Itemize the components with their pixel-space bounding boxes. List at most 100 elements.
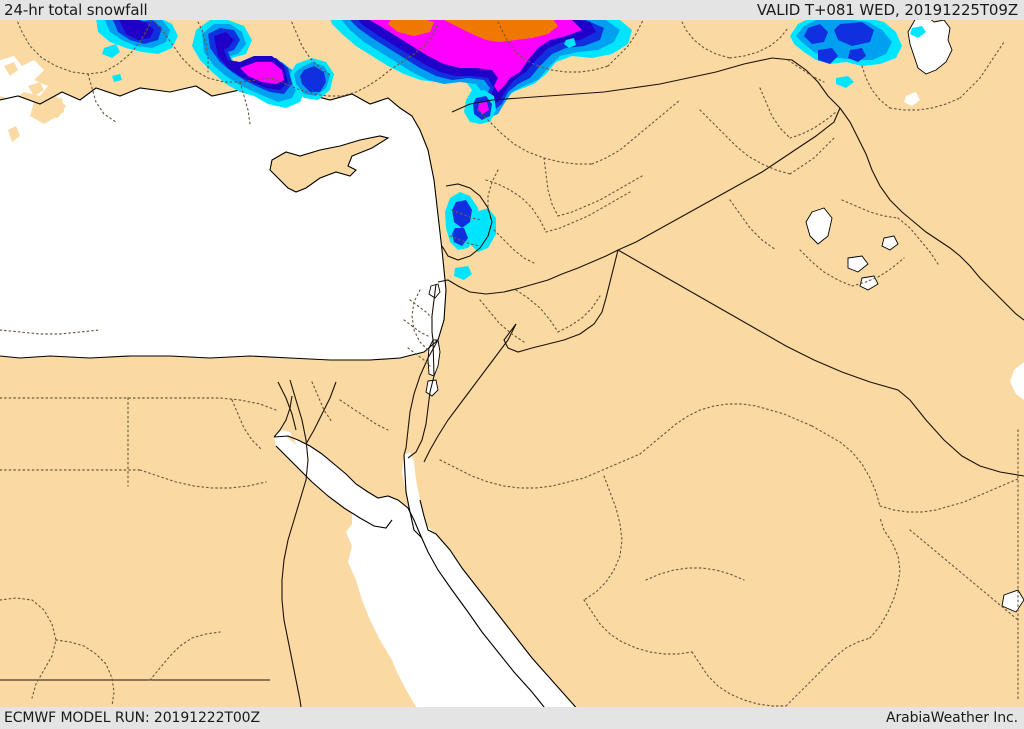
lake-tharthar	[805, 207, 833, 245]
admin-egypt-8	[0, 329, 101, 335]
cyprus-coast	[269, 135, 390, 193]
admin-jordan-3	[479, 299, 525, 343]
admin-syria-6	[545, 191, 631, 233]
snow-band-tiny-dot-1	[564, 38, 576, 48]
admin-iraq-5	[841, 199, 899, 219]
admin-turkey-3	[151, 17, 273, 83]
egypt-north-coast	[0, 339, 439, 361]
admin-sinai-1	[339, 399, 389, 431]
admin-turkey-2	[87, 73, 117, 123]
snow-band-taurus-blob-level3	[300, 66, 326, 92]
admin-turkey-12	[607, 17, 647, 67]
valid-time-label: VALID T+081 WED, 20191225T09Z	[756, 1, 1018, 19]
aegean-island-2	[28, 82, 44, 96]
model-run-label: ECMWF MODEL RUN: 20191222T00Z	[4, 710, 260, 726]
admin-saudi-6	[583, 599, 693, 655]
snow-band-isolated-magenta-1	[478, 102, 489, 114]
gulf-of-suez	[274, 434, 392, 528]
admin-egypt-4	[139, 469, 267, 489]
aegean-island-rhodes	[30, 98, 64, 124]
border-iraq-iran	[839, 107, 1024, 321]
admin-lebanon-2	[449, 235, 481, 247]
admin-egypt-6	[55, 639, 115, 707]
admin-syria-7	[493, 229, 537, 265]
admin-turkey-10	[495, 17, 539, 67]
admin-turkey-11	[537, 65, 609, 73]
lake-iraq-small-3	[881, 235, 899, 251]
snow-band-ne-blue-core-1	[804, 24, 828, 44]
admin-iraq-9	[729, 199, 777, 251]
admin-iraq-8	[851, 257, 905, 287]
admin-jordan-1	[515, 289, 559, 333]
admin-israel-3	[407, 347, 431, 367]
admin-iraq-7	[799, 249, 853, 287]
admin-saudi-7	[691, 651, 787, 707]
snow-band-anatolia-patch-2	[112, 74, 122, 82]
admin-syria-3	[543, 157, 559, 217]
admin-iraq-6	[897, 217, 939, 265]
footer-bar: ECMWF MODEL RUN: 20191222T00Z ArabiaWeat…	[0, 707, 1024, 729]
admin-turkey-18	[959, 41, 1005, 99]
admin-saudi-10	[909, 529, 1019, 621]
admin-iraq-1	[699, 109, 791, 175]
admin-turkey-14	[729, 27, 789, 59]
admin-egypt-5	[0, 597, 57, 699]
snow-band-east-taurus-level6	[440, 18, 558, 42]
admin-turkey-8	[289, 17, 333, 77]
map-title: 24-hr total snowfall	[4, 1, 148, 19]
border-syria-iraq	[617, 107, 841, 251]
nile-tributary	[305, 381, 337, 445]
admin-saudi-2	[639, 403, 813, 455]
snow-band-ne-tail-2	[910, 26, 926, 38]
admin-palestine-wb	[411, 289, 429, 351]
admin-sinai-2	[311, 381, 333, 423]
sea-of-galilee	[428, 283, 441, 299]
admin-syria-1	[477, 109, 593, 165]
sinai-west-coast	[275, 445, 393, 529]
admin-borders	[0, 17, 1021, 707]
snow-band-anatolia-patch-1	[102, 44, 120, 58]
admin-turkey-4	[271, 77, 343, 97]
admin-egypt-9	[231, 399, 263, 451]
nile-river	[281, 379, 309, 729]
admin-turkey-16	[861, 65, 891, 109]
admin-turkey-7	[341, 69, 391, 97]
admin-iraq-3	[759, 87, 791, 139]
snow-band-ne-tail-1	[836, 76, 854, 88]
water-bodies	[0, 15, 1024, 729]
border-jordan-saudi-south	[423, 323, 517, 463]
persian-gulf	[1010, 362, 1024, 400]
red-sea-main	[358, 512, 592, 729]
cyprus-island	[270, 136, 388, 192]
admin-turkey-9	[389, 23, 439, 71]
admin-saudi-12	[645, 567, 745, 581]
snowfall-contours	[96, 18, 926, 280]
admin-turkey-13	[679, 17, 731, 59]
aegean-island-3	[8, 126, 20, 142]
lake-iraq-small-2	[859, 275, 879, 291]
border-israel-jordan	[437, 249, 619, 295]
admin-egypt-7	[149, 631, 221, 681]
snow-band-ne-blue-core-2	[834, 22, 874, 46]
snow-band-nw-level4	[118, 18, 154, 40]
border-turkey-syria	[451, 57, 841, 113]
snow-band-ne-blue-core-3	[818, 48, 838, 64]
admin-syria-8	[487, 169, 499, 211]
gulf-of-aqaba-coast	[403, 454, 423, 539]
admin-saudi-3	[811, 425, 881, 507]
border-iraq-saudi	[617, 249, 1024, 477]
admin-israel-2	[403, 319, 429, 337]
nile-delta-branch	[277, 381, 297, 431]
snow-band-east-taurus-orange-2	[388, 18, 434, 36]
admin-lebanon-1	[451, 209, 483, 221]
national-borders	[0, 57, 1024, 729]
admin-saudi-8	[785, 637, 871, 707]
lake-iraq-small-1	[847, 255, 869, 273]
admin-turkey-17	[889, 97, 961, 111]
admin-saudi-5	[583, 475, 623, 601]
admin-turkey-6	[195, 17, 209, 73]
admin-saudi-4	[879, 477, 1021, 513]
